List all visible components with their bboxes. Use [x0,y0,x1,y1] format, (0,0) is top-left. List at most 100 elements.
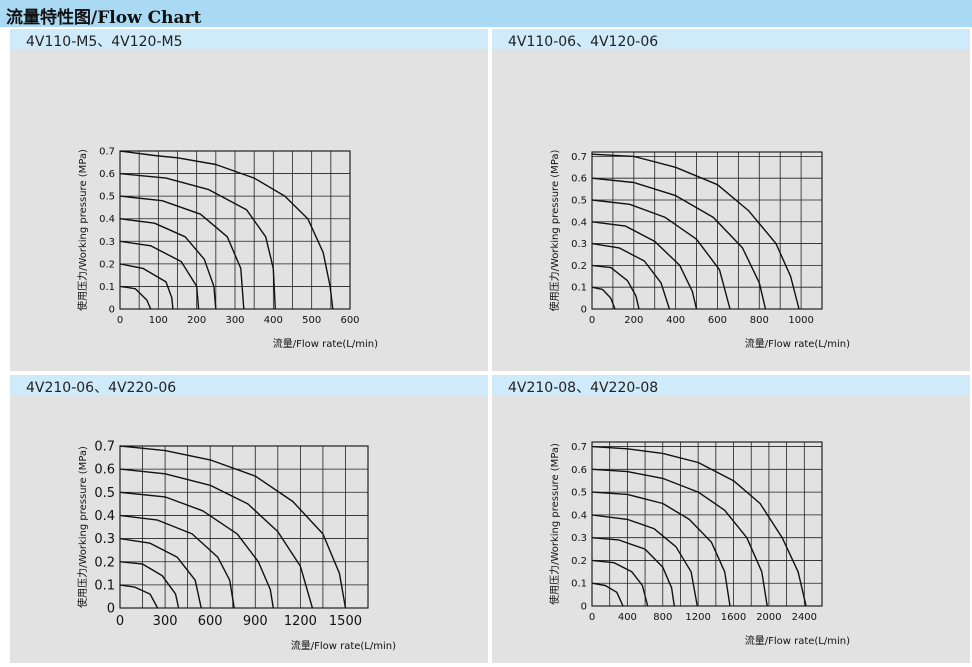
y-tick-label: 0.3 [571,239,587,250]
x-tick-label: 1200 [685,612,710,623]
series-line [591,559,649,607]
y-tick-label: 0.3 [99,237,115,248]
chart-panel-header: 4V110-06、4V120-06 [492,29,970,50]
plot-frame [591,441,823,607]
x-tick-label: 800 [653,612,672,623]
y-tick-label: 0.6 [94,463,115,478]
series-line [119,514,235,609]
y-tick-label: 0.5 [571,488,587,499]
x-axis-label: 流量/Flow rate(L/min) [291,639,396,652]
x-tick-label: 600 [198,614,223,629]
x-tick-label: 0 [589,612,595,623]
series-line [119,285,152,310]
x-tick-label: 200 [624,315,643,326]
x-axis-label: 流量/Flow rate(L/min) [273,337,378,350]
y-tick-label: 0 [581,305,587,316]
y-tick-label: 0.4 [571,510,587,521]
x-tick-label: 1500 [329,614,362,629]
y-tick-label: 0.4 [94,509,115,524]
page-title: 流量特性图/Flow Chart [6,8,202,28]
series-line [591,286,616,310]
x-tick-label: 0 [117,315,123,326]
x-tick-label: 1200 [284,614,317,629]
y-tick-label: 0.6 [571,465,587,476]
x-tick-label: 1000 [788,315,813,326]
flow-chart-4v110-06: 0 0.1 0.2 0.3 0.4 0.5 0.6 0.7 0 200 400 600 800 1000 使… [548,149,850,350]
y-tick-label: 0.5 [571,195,587,206]
chart-panel-header: 4V210-08、4V220-08 [492,375,970,396]
x-tick-label: 0 [116,614,124,629]
x-tick-label: 400 [618,612,637,623]
x-tick-label: 200 [187,315,206,326]
series-line [591,582,624,607]
y-tick-label: 0.2 [94,555,115,570]
y-tick-label: 0.1 [571,579,587,590]
plot-frame [119,445,369,609]
y-axis-label: 使用压力/Working pressure (MPa) [76,446,89,608]
y-tick-label: 0.6 [571,174,587,185]
x-tick-label: 400 [264,315,283,326]
series-line [119,195,245,310]
x-tick-label: 900 [243,614,268,629]
x-tick-label: 800 [750,315,769,326]
plot-frame [591,151,823,310]
x-tick-label: 400 [666,315,685,326]
header-bar: 流量特性图/Flow Chart [0,0,972,28]
x-tick-label: 2400 [792,612,817,623]
y-tick-label: 0 [581,602,587,613]
y-tick-label: 0.7 [571,152,587,163]
x-tick-label: 2000 [756,612,781,623]
y-tick-label: 0.1 [99,282,115,293]
y-tick-label: 0.3 [94,532,115,547]
chart-panel-1: 4V110-M5、4V120-M5 0 0.1 0.2 0.3 0.4 0.5 0.6 0.7… [10,29,488,371]
series-line [119,584,159,609]
chart-title: 4V110-06、4V120-06 [508,34,659,50]
x-tick-label: 600 [340,315,359,326]
y-tick-label: 0.3 [571,533,587,544]
series-line [591,264,640,310]
series-line [119,468,314,609]
series-line [591,537,675,607]
series-line [119,218,217,310]
y-tick-label: 0.5 [99,192,115,203]
chart-panel-header: 4V210-06、4V220-06 [10,375,488,396]
y-tick-label: 0.5 [94,486,115,501]
chart-title: 4V210-06、4V220-06 [26,380,177,396]
y-tick-label: 0.4 [99,214,115,225]
chart-panel-header: 4V110-M5、4V120-M5 [10,29,488,50]
y-tick-label: 0.1 [571,283,587,294]
x-tick-label: 100 [149,315,168,326]
y-tick-label: 0.7 [94,440,115,455]
y-tick-label: 0 [109,305,115,316]
series-line [119,150,334,310]
series-line [119,491,274,609]
y-tick-label: 0.6 [99,169,115,180]
series-line [591,514,698,607]
series-line [119,240,200,310]
series-line [119,172,276,310]
x-tick-label: 600 [708,315,727,326]
plot-frame [119,150,351,310]
series-line [591,199,731,310]
y-tick-label: 0.7 [99,147,115,158]
x-tick-label: 500 [302,315,321,326]
x-axis-label: 流量/Flow rate(L/min) [745,337,850,350]
flow-chart-4v210-06: 0 0.1 0.2 0.3 0.4 0.5 0.6 0.7 0 300 600 900 1200 1500… [76,440,396,652]
y-tick-label: 0.1 [94,578,115,593]
flow-chart-4v210-08: 0 0.1 0.2 0.3 0.4 0.5 0.6 0.7 0 400 800 1200 1600 200… [548,441,850,647]
series-line [591,177,767,310]
chart-title: 4V210-08、4V220-08 [508,380,659,396]
x-tick-label: 0 [589,315,595,326]
series-line [119,263,174,310]
y-tick-label: 0.2 [571,261,587,272]
series-line [591,445,807,607]
chart-panel-3: 4V210-06、4V220-06 0 0.1 0.2 0.3 0.4 0.5 0.6 0.7… [10,375,488,663]
x-tick-label: 300 [225,315,244,326]
series-line [591,153,800,310]
series-line [591,242,671,310]
y-tick-label: 0.2 [571,556,587,567]
series-line [119,445,347,609]
series-line [119,561,180,609]
x-tick-label: 1600 [721,612,746,623]
y-axis-label: 使用压力/Working pressure (MPa) [76,149,89,311]
